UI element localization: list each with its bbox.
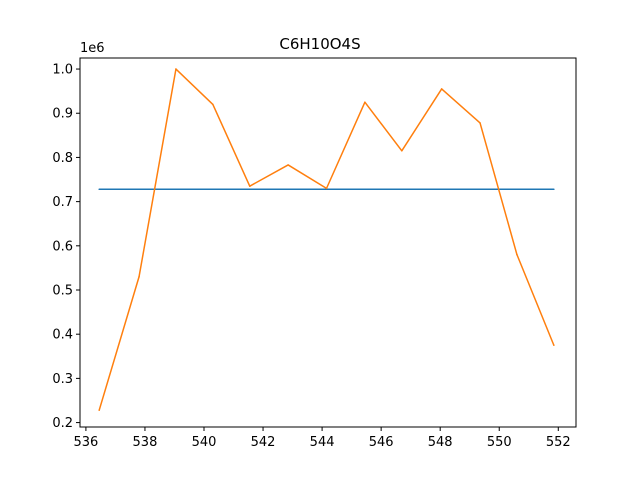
series-1-point xyxy=(479,122,481,124)
series-1-point xyxy=(212,103,214,106)
series-1-point xyxy=(364,101,366,103)
x-tick-label: 536 xyxy=(73,435,98,450)
series-1-point xyxy=(401,150,403,152)
axes: 536 538 540 542 544 546 548 550 552 0.2 0.3 0.4 0.5 0… xyxy=(52,63,570,450)
x-tick-label: 540 xyxy=(192,435,217,450)
x-tick-label: 550 xyxy=(487,435,512,450)
y-tick-label: 0.3 xyxy=(52,372,73,387)
plot-area xyxy=(98,68,555,411)
y-tick-label: 0.4 xyxy=(52,328,73,343)
y-tick-label: 1.0 xyxy=(52,63,73,78)
y-tick-label: 0.7 xyxy=(52,195,73,210)
series-0-point xyxy=(553,188,555,190)
y-tick-label: 0.5 xyxy=(52,284,73,299)
y-tick-label: 0.6 xyxy=(52,239,73,254)
axes-frame xyxy=(79,57,577,428)
x-tick-label: 544 xyxy=(310,435,335,450)
y-tick-label: 0.9 xyxy=(52,107,73,122)
series-1-point xyxy=(138,276,140,278)
series-1-point xyxy=(325,187,328,190)
series-0-point xyxy=(98,188,100,190)
series-1-point xyxy=(175,68,177,70)
x-tick-label: 552 xyxy=(546,435,571,450)
chart-title: C6H10O4S xyxy=(279,35,360,53)
y-offset-label: 1e6 xyxy=(80,41,105,56)
y-tick-label: 0.8 xyxy=(52,151,73,166)
series-1-point xyxy=(249,185,251,187)
x-tick-label: 542 xyxy=(251,435,276,450)
x-tick-label: 546 xyxy=(369,435,394,450)
y-tick-label: 0.2 xyxy=(52,416,73,431)
series-1-point xyxy=(98,409,100,411)
series-1-point xyxy=(440,88,443,90)
series-1-point xyxy=(287,164,289,166)
x-tick-label: 548 xyxy=(428,435,453,450)
x-tick-label: 538 xyxy=(133,435,158,450)
series-1-point xyxy=(516,253,518,256)
series-1-point xyxy=(553,344,555,346)
